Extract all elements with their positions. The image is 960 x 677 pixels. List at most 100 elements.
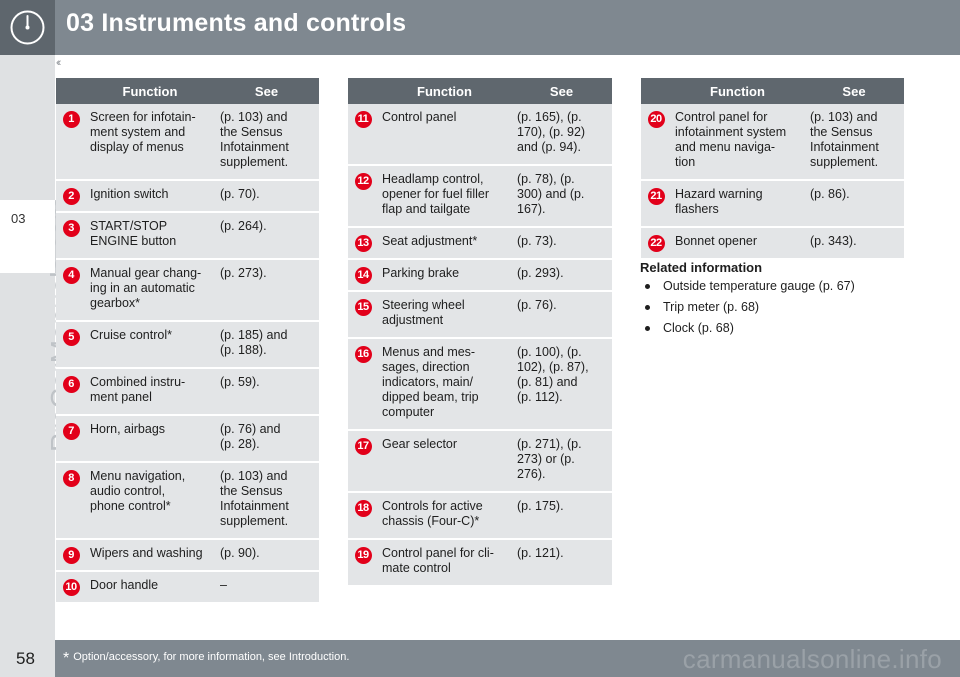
table-row: 20 Control panel for infotainment system … (641, 104, 904, 181)
function-table-2: Function See 11 Control panel (p. 165), (p… (348, 78, 612, 587)
related-link[interactable]: Outside temperature gauge (p. 67) (640, 279, 930, 293)
see-reference-cell[interactable]: (p. 103) and the Sensus Infotainment sup… (214, 104, 319, 181)
callout-number-badge: 14 (354, 267, 372, 284)
table-header-function: Function (378, 78, 511, 104)
row-number-cell: 14 (348, 259, 378, 292)
see-reference-cell[interactable]: (p. 76). (511, 291, 612, 339)
row-number-cell: 4 (56, 259, 86, 322)
table-header-row: Function See (641, 78, 904, 104)
watermark-carmanualsonline: carmanualsonline.info (682, 644, 942, 674)
see-reference-cell[interactable]: (p. 86). (804, 180, 904, 228)
page-number-box: 58 (0, 640, 55, 677)
function-cell: Screen for infotain- ment system and dis… (86, 104, 214, 181)
previous-page-arrows[interactable]: ‹‹ (56, 57, 62, 69)
chapter-tab-active[interactable] (0, 200, 56, 273)
page-footer: 58 * Option/accessory, for more informati… (0, 640, 960, 677)
function-cell: Manual gear chang- ing in an automatic g… (86, 259, 214, 322)
row-number-cell: 11 (348, 104, 378, 166)
see-reference-cell[interactable]: – (214, 571, 319, 604)
callout-number-badge: 10 (62, 579, 80, 596)
see-reference-cell[interactable]: (p. 293). (511, 259, 612, 292)
see-reference-cell[interactable]: (p. 59). (214, 368, 319, 416)
table-row: 19 Control panel for cli- mate control (p.… (348, 539, 612, 587)
row-number-cell: 6 (56, 368, 86, 416)
related-list: Outside temperature gauge (p. 67) Trip m… (640, 279, 930, 335)
callout-number-badge: 3 (62, 220, 80, 237)
table-header-row: Function See (56, 78, 319, 104)
see-reference-cell[interactable]: (p. 103) and the Sensus Infotainment sup… (804, 104, 904, 181)
see-reference-cell[interactable]: (p. 264). (214, 212, 319, 260)
table-row: 6 Combined instru- ment panel (p. 59). (56, 368, 319, 416)
table-row: 5 Cruise control* (p. 185) and (p. 188). (56, 321, 319, 369)
table-row: 13 Seat adjustment* (p. 73). (348, 227, 612, 260)
callout-number-badge: 21 (647, 188, 665, 205)
callout-number-badge: 2 (62, 188, 80, 205)
table-header-function: Function (86, 78, 214, 104)
table-header-num (641, 78, 671, 104)
see-reference-cell[interactable]: (p. 90). (214, 539, 319, 572)
callout-number-badge: 13 (354, 235, 372, 252)
see-reference-cell[interactable]: (p. 78), (p. 300) and (p. 167). (511, 165, 612, 228)
see-reference-cell[interactable]: (p. 271), (p. 273) or (p. 276). (511, 430, 612, 493)
callout-number-badge: 20 (647, 111, 665, 128)
row-number-cell: 19 (348, 539, 378, 587)
table-row: 2 Ignition switch (p. 70). (56, 180, 319, 213)
row-number-cell: 21 (641, 180, 671, 228)
see-reference-cell[interactable]: (p. 76) and (p. 28). (214, 415, 319, 463)
see-reference-cell[interactable]: (p. 343). (804, 227, 904, 260)
function-cell: Steering wheel adjustment (378, 291, 511, 339)
row-number-cell: 10 (56, 571, 86, 604)
footnote-text: Option/accessory, for more information, … (73, 651, 350, 663)
function-cell: Wipers and washing (86, 539, 214, 572)
callout-number-badge: 22 (647, 235, 665, 252)
row-number-cell: 9 (56, 539, 86, 572)
callout-number-badge: 15 (354, 299, 372, 316)
callout-number-badge: 8 (62, 470, 80, 487)
row-number-cell: 15 (348, 291, 378, 339)
function-cell: Ignition switch (86, 180, 214, 213)
related-link[interactable]: Trip meter (p. 68) (640, 300, 930, 314)
see-reference-cell[interactable]: (p. 121). (511, 539, 612, 587)
table-row: 17 Gear selector (p. 271), (p. 273) or (p.… (348, 430, 612, 493)
function-cell: Control panel for cli- mate control (378, 539, 511, 587)
function-cell: Control panel (378, 104, 511, 166)
see-reference-cell[interactable]: (p. 70). (214, 180, 319, 213)
related-information: Related information Outside temperature … (640, 260, 930, 342)
related-link[interactable]: Clock (p. 68) (640, 321, 930, 335)
table-row: 11 Control panel (p. 165), (p. 170), (p. 9… (348, 104, 612, 166)
see-reference-cell[interactable]: (p. 103) and the Sensus Infotainment sup… (214, 462, 319, 540)
table-header-see: See (511, 78, 612, 104)
footnote-asterisk: * (63, 650, 70, 667)
see-reference-cell[interactable]: (p. 273). (214, 259, 319, 322)
table-header-see: See (214, 78, 319, 104)
callout-number-badge: 5 (62, 329, 80, 346)
table-row: 12 Headlamp control, opener for fuel fill… (348, 165, 612, 228)
row-number-cell: 18 (348, 492, 378, 540)
callout-number-badge: 12 (354, 173, 372, 190)
table-row: 15 Steering wheel adjustment (p. 76). (348, 291, 612, 339)
see-reference-cell[interactable]: (p. 185) and (p. 188). (214, 321, 319, 369)
table-row: 10 Door handle – (56, 571, 319, 604)
function-cell: Door handle (86, 571, 214, 604)
function-table-3: Function See 20 Control panel for infotai… (641, 78, 904, 260)
instruments-icon-box (0, 0, 55, 55)
see-reference-cell[interactable]: (p. 73). (511, 227, 612, 260)
row-number-cell: 8 (56, 462, 86, 540)
function-cell: Headlamp control, opener for fuel filler… (378, 165, 511, 228)
row-number-cell: 5 (56, 321, 86, 369)
row-number-cell: 20 (641, 104, 671, 181)
function-cell: Menus and mes- sages, direction indicato… (378, 338, 511, 431)
see-reference-cell[interactable]: (p. 100), (p. 102), (p. 87), (p. 81) and… (511, 338, 612, 431)
see-reference-cell[interactable]: (p. 165), (p. 170), (p. 92) and (p. 94). (511, 104, 612, 166)
function-cell: START/STOP ENGINE button (86, 212, 214, 260)
table-header-row: Function See (348, 78, 612, 104)
function-cell: Menu navigation, audio control, phone co… (86, 462, 214, 540)
footnote: * Option/accessory, for more information,… (63, 650, 349, 668)
row-number-cell: 22 (641, 227, 671, 260)
function-cell: Seat adjustment* (378, 227, 511, 260)
function-cell: Hazard warning flashers (671, 180, 804, 228)
function-cell: Controls for active chassis (Four-C)* (378, 492, 511, 540)
table-header-see: See (804, 78, 904, 104)
see-reference-cell[interactable]: (p. 175). (511, 492, 612, 540)
chapter-tab-strip (0, 55, 55, 640)
